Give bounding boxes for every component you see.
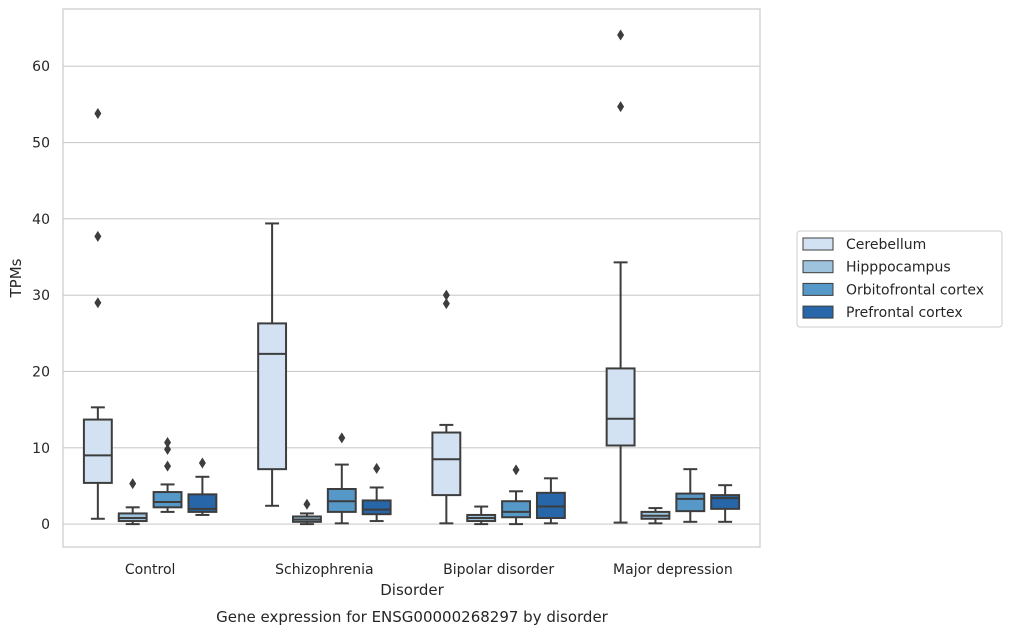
legend-swatch	[802, 282, 834, 296]
y-tick-label: 50	[32, 136, 50, 152]
box-hipppocampus	[640, 507, 671, 525]
x-tick-label: Control	[125, 562, 176, 578]
box-prefrontal-cortex	[187, 457, 218, 516]
box-orbitofrontal-cortex	[152, 436, 183, 513]
x-tick-label: Schizophrenia	[275, 562, 373, 578]
outlier-marker	[94, 297, 102, 309]
y-tick-label: 10	[32, 441, 50, 457]
y-tick-label: 60	[32, 59, 50, 75]
boxes	[82, 29, 741, 526]
box-iqr	[152, 491, 183, 509]
box-iqr	[675, 492, 706, 513]
outlier-marker	[164, 443, 172, 455]
outlier-marker	[373, 462, 381, 474]
box-orbitofrontal-cortex	[326, 432, 357, 525]
outlier-marker	[164, 460, 172, 472]
y-tick-label: 30	[32, 288, 50, 304]
legend-label: Cerebellum	[846, 237, 926, 253]
box-orbitofrontal-cortex	[501, 464, 531, 526]
legend-label: Hipppocampus	[846, 260, 951, 276]
box-iqr	[605, 367, 636, 447]
box-prefrontal-cortex	[361, 462, 392, 523]
box-iqr	[257, 322, 288, 471]
box-iqr	[82, 418, 113, 484]
box-hipppocampus	[117, 478, 148, 526]
box-iqr	[501, 500, 531, 519]
y-axis-ticks: 0 10 20 30 40 50 60	[32, 59, 50, 533]
box-iqr	[535, 491, 566, 520]
y-tick-label: 40	[32, 212, 50, 228]
legend-label: Orbitofrontal cortex	[846, 282, 984, 298]
gridlines	[63, 65, 760, 525]
legend: Cerebellum Hipppocampus Orbitofrontal cort…	[796, 230, 1003, 328]
outlier-marker	[617, 29, 625, 41]
box-cerebellum	[605, 29, 636, 524]
outlier-marker	[512, 464, 520, 476]
plot-area-frame	[62, 8, 761, 548]
box-hipppocampus	[292, 498, 322, 526]
outlier-marker	[94, 230, 102, 242]
outlier-marker	[129, 478, 137, 490]
outlier-marker	[303, 498, 311, 510]
box-cerebellum	[82, 108, 113, 520]
box-hipppocampus	[466, 505, 497, 526]
outlier-marker	[164, 436, 172, 448]
x-tick-label: Bipolar disorder	[443, 562, 554, 578]
box-prefrontal-cortex	[535, 477, 566, 525]
y-tick-label: 0	[41, 517, 50, 533]
outlier-marker	[442, 298, 450, 310]
x-axis-ticks: Control Schizophrenia Bipolar disorder Majo…	[125, 562, 733, 578]
outlier-marker	[442, 289, 450, 301]
outlier-marker	[94, 108, 102, 120]
box-cerebellum	[431, 289, 462, 525]
box-iqr	[431, 431, 462, 497]
legend-label: Prefrontal cortex	[846, 305, 963, 321]
outlier-marker	[338, 432, 346, 444]
box-iqr	[187, 493, 218, 513]
chart-caption: Gene expression for ENSG00000268297 by d…	[216, 608, 609, 626]
legend-swatch	[802, 260, 834, 274]
x-tick-label: Major depression	[613, 562, 733, 578]
legend-swatch	[802, 237, 834, 251]
box-orbitofrontal-cortex	[675, 468, 706, 523]
legend-swatch	[802, 305, 834, 319]
x-axis-label: Disorder	[380, 581, 444, 599]
y-axis-label: TPMs	[7, 258, 25, 298]
box-cerebellum	[257, 222, 288, 507]
y-tick-label: 20	[32, 364, 50, 380]
outlier-marker	[198, 457, 206, 469]
legend-frame	[796, 230, 1003, 328]
outlier-marker	[617, 101, 625, 113]
box-iqr	[361, 499, 392, 516]
box-prefrontal-cortex	[710, 484, 741, 523]
